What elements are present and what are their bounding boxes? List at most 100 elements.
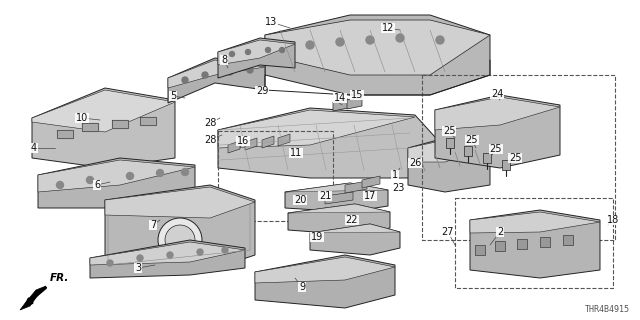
Text: 26: 26	[409, 158, 421, 168]
Polygon shape	[502, 160, 510, 170]
Text: 10: 10	[76, 113, 88, 123]
Polygon shape	[517, 239, 527, 249]
Circle shape	[197, 249, 203, 255]
Text: 15: 15	[351, 90, 363, 100]
Polygon shape	[362, 176, 380, 188]
Polygon shape	[20, 286, 46, 310]
Polygon shape	[475, 245, 485, 255]
Polygon shape	[310, 224, 400, 255]
Polygon shape	[168, 58, 265, 103]
Circle shape	[246, 50, 250, 54]
Text: 20: 20	[294, 195, 306, 205]
Circle shape	[247, 67, 253, 73]
Polygon shape	[408, 138, 490, 192]
Circle shape	[396, 34, 404, 42]
Circle shape	[86, 177, 93, 183]
Bar	[218, 131, 333, 221]
Text: 21: 21	[319, 191, 331, 201]
Circle shape	[182, 77, 188, 83]
Circle shape	[266, 47, 271, 52]
Circle shape	[366, 36, 374, 44]
Polygon shape	[245, 138, 257, 150]
Text: 17: 17	[364, 191, 376, 201]
Polygon shape	[285, 183, 388, 212]
Polygon shape	[288, 204, 390, 235]
Bar	[422, 75, 615, 240]
Text: 25: 25	[490, 144, 502, 154]
Polygon shape	[435, 95, 560, 168]
Polygon shape	[446, 138, 454, 148]
Polygon shape	[90, 242, 245, 265]
Polygon shape	[325, 192, 353, 204]
Polygon shape	[32, 88, 175, 168]
Circle shape	[157, 170, 163, 177]
Polygon shape	[228, 141, 240, 153]
Text: 25: 25	[466, 135, 478, 145]
Polygon shape	[435, 97, 560, 130]
Circle shape	[227, 69, 233, 75]
Circle shape	[436, 36, 444, 44]
Text: 6: 6	[94, 180, 100, 190]
Circle shape	[222, 247, 228, 253]
Text: 22: 22	[346, 215, 358, 225]
Polygon shape	[345, 181, 367, 193]
Text: 25: 25	[509, 153, 521, 163]
Circle shape	[167, 252, 173, 258]
Text: 11: 11	[290, 148, 302, 158]
Text: 12: 12	[382, 23, 394, 33]
Polygon shape	[32, 90, 175, 132]
Text: 24: 24	[491, 89, 503, 99]
Circle shape	[336, 38, 344, 46]
Text: 29: 29	[256, 86, 268, 96]
Bar	[112, 120, 128, 128]
Polygon shape	[105, 187, 255, 218]
Text: 13: 13	[265, 17, 277, 27]
Text: 1: 1	[392, 170, 398, 180]
Text: FR.: FR.	[50, 273, 69, 283]
Polygon shape	[470, 212, 600, 233]
Polygon shape	[255, 257, 395, 283]
Polygon shape	[255, 255, 395, 308]
Polygon shape	[168, 60, 265, 88]
Text: 28: 28	[204, 135, 216, 145]
Text: THR4B4915: THR4B4915	[585, 305, 630, 314]
Circle shape	[107, 260, 113, 266]
Text: 4: 4	[31, 143, 37, 153]
Text: 5: 5	[170, 91, 176, 101]
Polygon shape	[563, 235, 573, 245]
Polygon shape	[218, 40, 295, 65]
Text: 28: 28	[204, 118, 216, 128]
Text: 27: 27	[442, 227, 454, 237]
Polygon shape	[285, 183, 388, 192]
Polygon shape	[464, 146, 472, 156]
Polygon shape	[333, 99, 348, 111]
Text: 2: 2	[497, 227, 503, 237]
Text: 16: 16	[237, 136, 249, 146]
Bar	[82, 123, 98, 131]
Text: 18: 18	[607, 215, 619, 225]
Polygon shape	[90, 240, 245, 278]
Polygon shape	[218, 108, 445, 178]
Polygon shape	[347, 97, 362, 109]
Polygon shape	[38, 160, 195, 192]
Circle shape	[56, 181, 63, 188]
Text: 7: 7	[150, 220, 156, 230]
Text: 9: 9	[299, 282, 305, 292]
Text: 3: 3	[135, 263, 141, 273]
Polygon shape	[265, 20, 490, 75]
Text: 25: 25	[443, 126, 455, 136]
Polygon shape	[105, 185, 255, 270]
Polygon shape	[278, 134, 290, 146]
Text: 19: 19	[311, 232, 323, 242]
Polygon shape	[495, 241, 505, 251]
Circle shape	[280, 47, 285, 52]
Polygon shape	[288, 204, 390, 213]
Bar	[57, 130, 73, 138]
Polygon shape	[218, 38, 295, 78]
Circle shape	[137, 255, 143, 261]
Polygon shape	[262, 136, 274, 148]
Bar	[455, 198, 613, 288]
Circle shape	[165, 225, 195, 255]
Text: 8: 8	[221, 55, 227, 65]
Polygon shape	[38, 158, 195, 208]
